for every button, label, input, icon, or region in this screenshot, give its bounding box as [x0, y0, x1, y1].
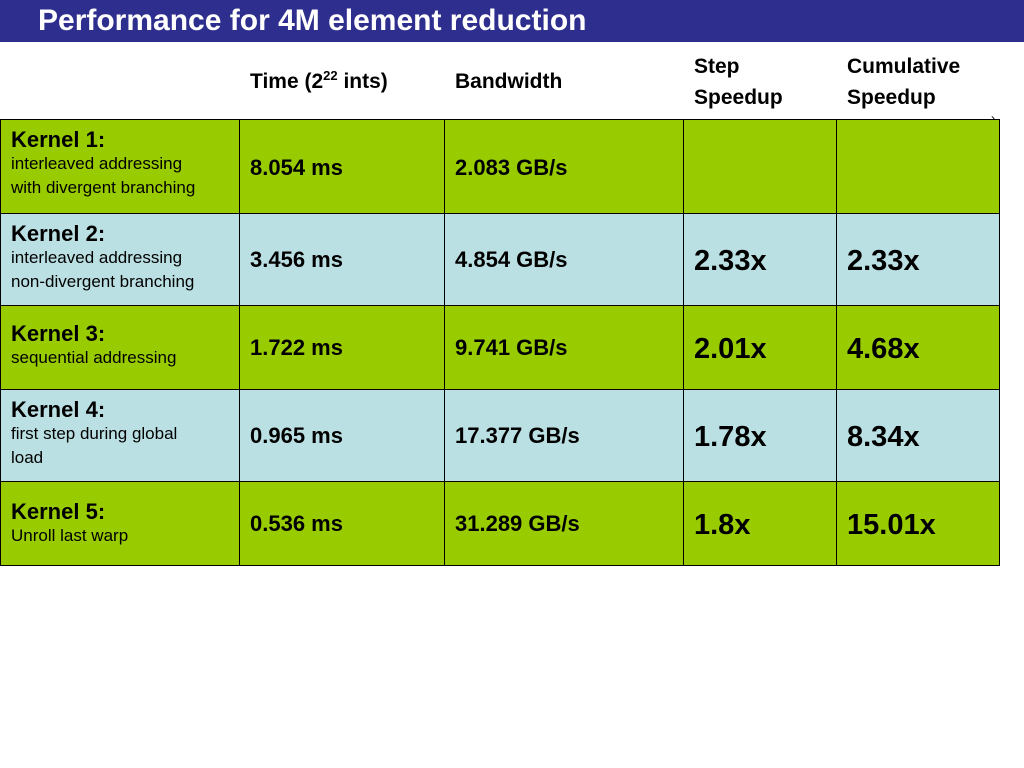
kernel-cell: Kernel 1: interleaved addressing with di… [0, 119, 240, 214]
chevron-right-icon: › [991, 111, 995, 125]
slide-title: Performance for 4M element reduction [38, 4, 587, 37]
step-speedup-value: 2.33x [694, 245, 767, 277]
bandwidth-value: 17.377 GB/s [455, 423, 580, 448]
cumulative-speedup-value: 4.68x [847, 333, 920, 365]
header-step-line1: Step [694, 55, 740, 78]
bandwidth-cell: 17.377 GB/s [444, 389, 684, 482]
step-speedup-value: 1.78x [694, 421, 767, 453]
step-speedup-value: 1.8x [694, 509, 751, 541]
step-speedup-value: 2.01x [694, 333, 767, 365]
time-value: 0.536 ms [250, 511, 343, 536]
table-row: Kernel 3: sequential addressing 1.722 ms… [0, 305, 1000, 390]
kernel-desc-line: load [11, 448, 44, 467]
time-value: 1.722 ms [250, 335, 343, 360]
kernel-desc-line: first step during global [11, 424, 178, 443]
kernel-desc-line: interleaved addressing [11, 154, 183, 173]
bandwidth-cell: 9.741 GB/s [444, 305, 684, 390]
cumulative-speedup-cell: 8.34x [836, 389, 1000, 482]
bandwidth-cell: 31.289 GB/s [444, 481, 684, 566]
cumulative-speedup-value [838, 121, 999, 151]
bandwidth-value: 31.289 GB/s [455, 511, 580, 536]
kernel-name: Kernel 1: [11, 127, 106, 152]
kernel-name: Kernel 3: [11, 321, 106, 346]
kernel-desc-line: sequential addressing [11, 348, 177, 367]
time-value: 3.456 ms [250, 247, 343, 272]
time-cell: 1.722 ms [239, 305, 445, 390]
bandwidth-value: 2.083 GB/s [455, 155, 568, 180]
kernel-name: Kernel 2: [11, 221, 106, 246]
header-bandwidth: Bandwidth [455, 70, 563, 93]
kernel-desc-line: Unroll last warp [11, 526, 129, 545]
step-speedup-cell: 2.01x [683, 305, 837, 390]
time-cell: 8.054 ms [239, 119, 445, 214]
step-speedup-cell: 2.33x [683, 213, 837, 306]
kernel-cell: Kernel 4: first step during global load [0, 389, 240, 482]
time-value: 8.054 ms [250, 155, 343, 180]
cumulative-speedup-cell [836, 119, 1000, 214]
table-row: Kernel 1: interleaved addressing with di… [0, 119, 1000, 214]
bandwidth-value: 9.741 GB/s [455, 335, 568, 360]
time-cell: 0.965 ms [239, 389, 445, 482]
time-value: 0.965 ms [250, 423, 343, 448]
cumulative-speedup-value: 8.34x [847, 421, 920, 453]
header-time-exponent: 22 [323, 68, 338, 83]
kernel-cell: Kernel 2: interleaved addressing non-div… [0, 213, 240, 306]
header-time-suffix: ints) [337, 70, 388, 93]
kernel-desc-line: with divergent branching [11, 178, 196, 197]
title-bar: Performance for 4M element reduction [0, 0, 1024, 42]
time-cell: 0.536 ms [239, 481, 445, 566]
step-speedup-cell [683, 119, 837, 214]
bandwidth-cell: 4.854 GB/s [444, 213, 684, 306]
header-time-prefix: Time (2 [250, 70, 324, 93]
header-time: Time (222 ints) [250, 67, 388, 97]
table-row: Kernel 4: first step during global load … [0, 389, 1000, 482]
cumulative-speedup-value: 2.33x [847, 245, 920, 277]
cumulative-speedup-cell: 15.01x [836, 481, 1000, 566]
cumulative-speedup-cell: 4.68x [836, 305, 1000, 390]
header-step-line2: Speedup [694, 86, 783, 109]
kernel-cell: Kernel 5: Unroll last warp [0, 481, 240, 566]
header-cumulative-line1: Cumulative [847, 55, 961, 78]
kernel-cell: Kernel 3: sequential addressing [0, 305, 240, 390]
step-speedup-cell: 1.8x [683, 481, 837, 566]
table-row: Kernel 5: Unroll last warp 0.536 ms 31.2… [0, 481, 1000, 566]
step-speedup-cell: 1.78x [683, 389, 837, 482]
cumulative-speedup-cell: 2.33x [836, 213, 1000, 306]
performance-table: Kernel 1: interleaved addressing with di… [0, 119, 1000, 566]
kernel-name: Kernel 5: [11, 499, 106, 524]
kernel-desc-line: interleaved addressing [11, 248, 183, 267]
step-speedup-value [685, 121, 836, 151]
bandwidth-cell: 2.083 GB/s [444, 119, 684, 214]
header-cumulative-line2: Speedup [847, 86, 936, 109]
time-cell: 3.456 ms [239, 213, 445, 306]
table-row: Kernel 2: interleaved addressing non-div… [0, 213, 1000, 306]
kernel-desc-line: non-divergent branching [11, 272, 195, 291]
bandwidth-value: 4.854 GB/s [455, 247, 568, 272]
cumulative-speedup-value: 15.01x [847, 509, 936, 541]
kernel-name: Kernel 4: [11, 397, 106, 422]
